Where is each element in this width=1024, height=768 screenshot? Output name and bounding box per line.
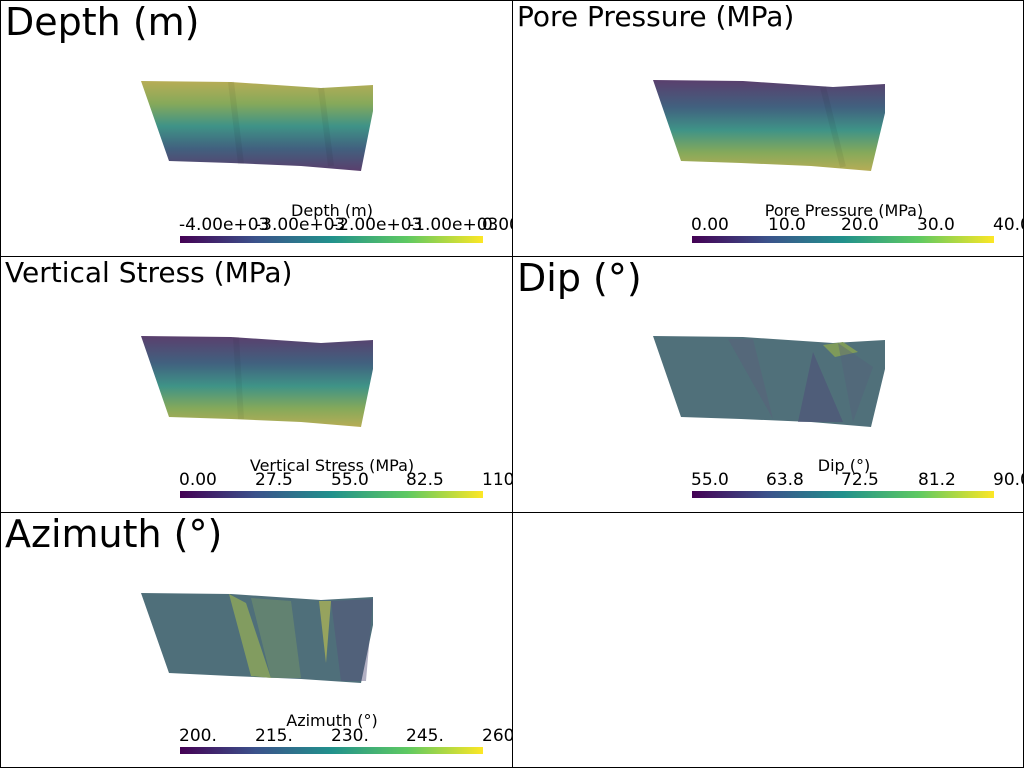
colorbar-gradient	[692, 491, 994, 498]
colorbar-tick: -3.00e+03	[255, 215, 346, 235]
colorbar-tick: 230.	[331, 726, 369, 746]
colorbar-tick: -1.00e+03	[408, 215, 499, 235]
fault-surface-mesh[interactable]	[1, 1, 513, 257]
colorbar-tick: 81.2	[918, 470, 956, 490]
colorbar-tick: 27.5	[255, 470, 293, 490]
colorbar-gradient	[180, 236, 483, 243]
viewport-title: Dip (°)	[517, 256, 642, 300]
colorbar-tick: 245.	[406, 726, 444, 746]
colorbar-tick: -2.00e+03	[332, 215, 423, 235]
fault-surface-mesh[interactable]	[1, 513, 513, 768]
colorbar-gradient	[180, 747, 483, 754]
colorbar-tick: -4.00e+03	[179, 215, 270, 235]
viewport-azimuth[interactable]: Azimuth (°) Azimuth (°) 200. 215. 230. 2…	[0, 512, 513, 768]
colorbar-tick: 0.00	[482, 215, 512, 235]
colorbar-gradient	[692, 236, 994, 243]
viewport-title: Pore Pressure (MPa)	[517, 0, 795, 33]
colorbar-tick: 40.0	[993, 215, 1023, 235]
colorbar-title: Vertical Stress (MPa)	[249, 456, 415, 475]
viewport-title: Depth (m)	[5, 0, 200, 44]
colorbar-tick: 0.00	[691, 215, 729, 235]
colorbar-tick: 10.0	[768, 215, 806, 235]
colorbar-tick: 215.	[255, 726, 293, 746]
fault-surface-mesh[interactable]	[513, 257, 1024, 513]
viewport-title: Azimuth (°)	[5, 512, 223, 556]
colorbar-title: Azimuth (°)	[286, 711, 378, 730]
viewport-vertical-stress[interactable]: Vertical Stress (MPa) Vertical Stress (M…	[0, 256, 513, 513]
colorbar-title: Pore Pressure (MPa)	[764, 201, 924, 220]
viewport-empty[interactable]	[512, 512, 1024, 768]
colorbar-tick: 260	[482, 726, 513, 746]
viewport-dip[interactable]: Dip (°) Dip (°) 55.0 63.8 72.5 81.2 90.0	[512, 256, 1024, 513]
colorbar-tick: 110	[482, 470, 513, 490]
colorbar-tick: 0.00	[179, 470, 217, 490]
colorbar-title: Dip (°)	[817, 456, 871, 475]
colorbar-title: Depth (m)	[291, 201, 373, 220]
viewport-depth[interactable]: Depth (m) Depth (m) -4.00e+03 -3.00e+03 …	[0, 0, 513, 257]
fault-surface-mesh[interactable]	[513, 1, 1024, 257]
colorbar-tick: 55.0	[691, 470, 729, 490]
colorbar-tick: 90.0	[993, 470, 1023, 490]
colorbar-tick: 200.	[179, 726, 217, 746]
colorbar-tick: 20.0	[841, 215, 879, 235]
fault-surface-mesh[interactable]	[1, 257, 513, 513]
colorbar-tick: 82.5	[406, 470, 444, 490]
colorbar-tick: 30.0	[917, 215, 955, 235]
colorbar-gradient	[180, 491, 483, 498]
colorbar-tick: 72.5	[841, 470, 879, 490]
colorbar-tick: 55.0	[331, 470, 369, 490]
colorbar-tick: 63.8	[766, 470, 804, 490]
viewport-pore-pressure[interactable]: Pore Pressure (MPa) Pore Pressure (MPa) …	[512, 0, 1024, 257]
viewport-title: Vertical Stress (MPa)	[5, 256, 293, 289]
